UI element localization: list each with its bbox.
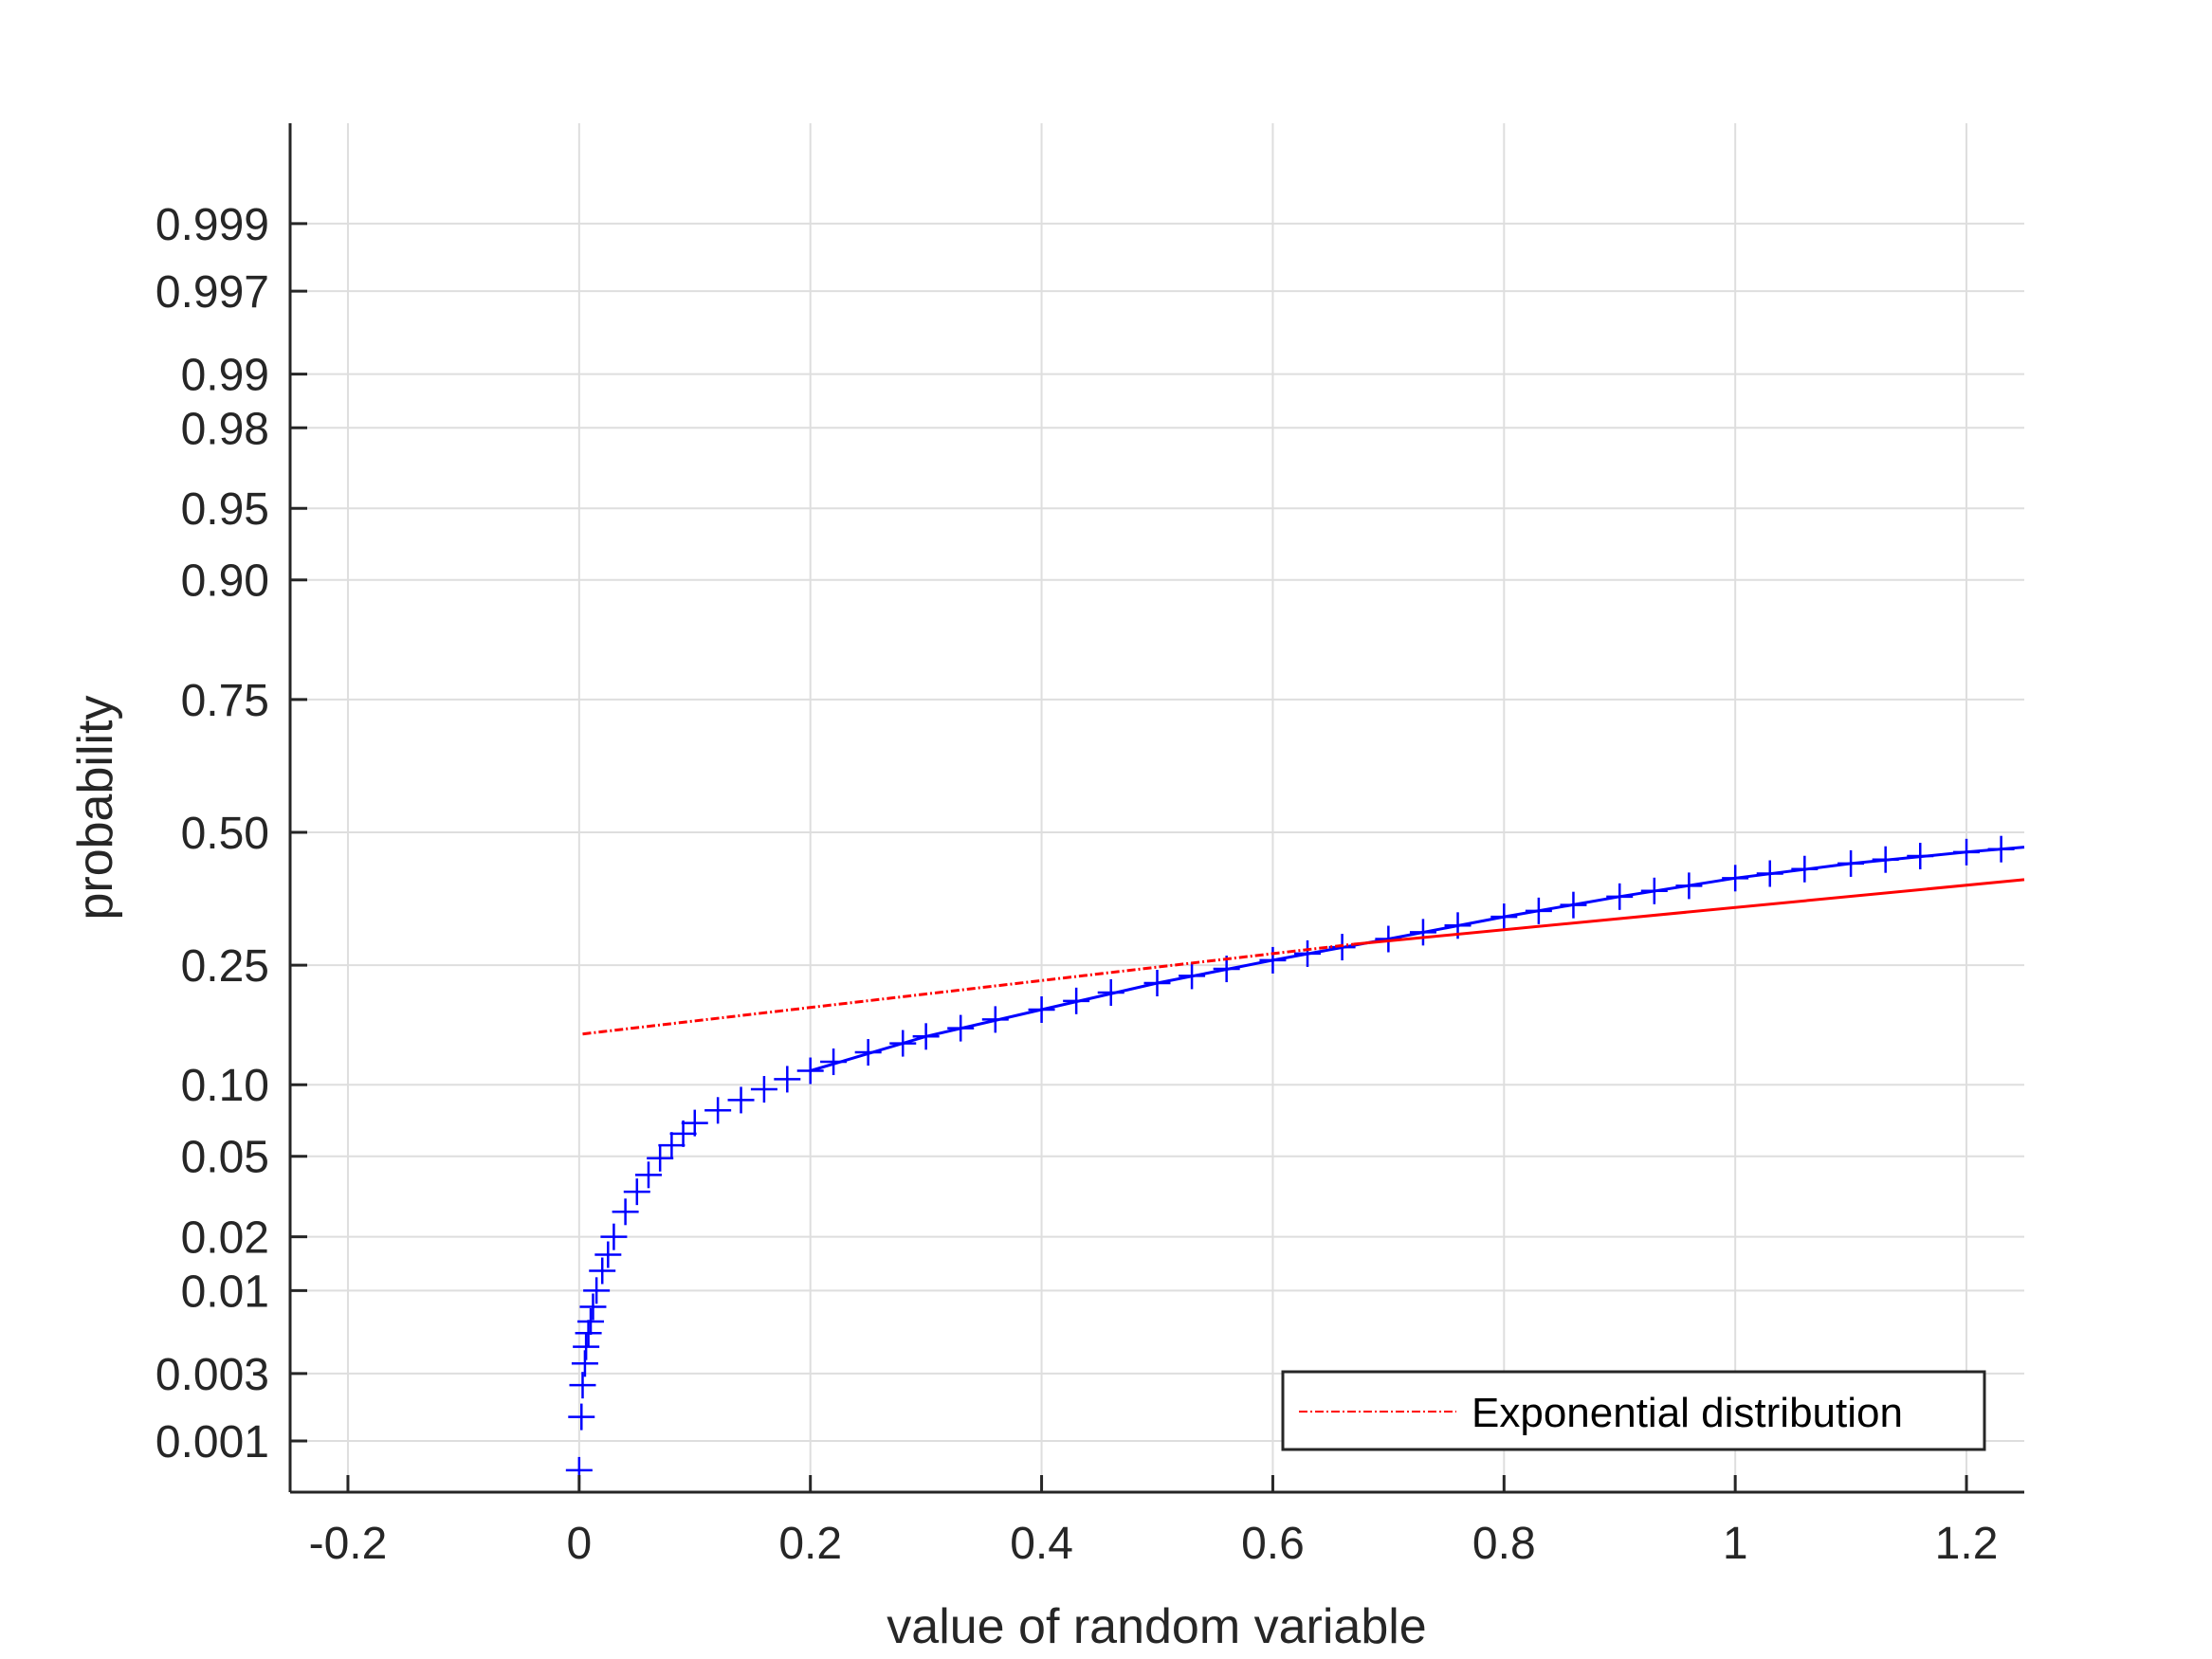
x-tick-label: 0.4	[1010, 1519, 1073, 1569]
y-tick-label: 0.05	[181, 1133, 269, 1183]
y-tick-label: 0.02	[181, 1213, 269, 1264]
y-tick-label: 0.25	[181, 941, 269, 992]
legend: Exponential distribution	[1281, 1370, 1986, 1451]
x-tick-label: 1.2	[1935, 1519, 1999, 1569]
y-tick-label: 0.999	[155, 200, 269, 250]
grid-lines	[290, 123, 2024, 1492]
y-tick-label: 0.99	[181, 351, 269, 401]
x-tick-label: 0.6	[1241, 1519, 1305, 1569]
x-axis-label: value of random variable	[887, 1599, 1426, 1654]
y-tick-label: 0.997	[155, 267, 269, 318]
y-tick-label: 0.001	[155, 1417, 269, 1468]
x-tick-label: -0.2	[309, 1519, 388, 1569]
data-point-marker	[575, 1320, 602, 1347]
data-layer	[565, 835, 2025, 1484]
data-point-marker	[669, 1120, 697, 1147]
plot-area	[290, 123, 2024, 1492]
y-tick-label: 0.98	[181, 404, 269, 454]
data-point-marker	[577, 1308, 605, 1336]
data-point-marker	[589, 1257, 616, 1285]
y-tick-label: 0.01	[181, 1267, 269, 1317]
x-tick-label: 0.8	[1472, 1519, 1536, 1569]
data-point-marker	[704, 1097, 732, 1124]
series-line-2	[1353, 878, 2025, 946]
data-point-marker	[594, 1241, 622, 1268]
series-line-1	[810, 846, 2025, 1072]
data-point-marker	[579, 1293, 607, 1321]
legend-label: Exponential distribution	[1472, 1390, 1903, 1436]
tick-labels: -0.2 0 0.2 0.4 0.6 0.8 1 1.2 0.001 0.003 0.010.02 0…	[155, 200, 1999, 1569]
y-tick-label: 0.75	[181, 676, 269, 726]
data-point-marker	[681, 1109, 708, 1137]
y-tick-label: 0.10	[181, 1061, 269, 1111]
data-point-marker	[569, 1372, 596, 1399]
y-tick-label: 0.90	[181, 556, 269, 607]
data-point-marker	[600, 1223, 628, 1250]
data-point-marker	[796, 1057, 824, 1085]
data-point-marker	[658, 1132, 686, 1159]
data-point-marker	[573, 1333, 600, 1360]
y-axis-label: probability	[68, 695, 123, 920]
y-tick-label: 0.50	[181, 809, 269, 859]
data-point-marker	[647, 1144, 674, 1172]
data-point-marker	[623, 1178, 650, 1206]
data-point-marker	[750, 1076, 777, 1103]
x-tick-label: 0.2	[778, 1519, 842, 1569]
data-point-marker	[634, 1161, 662, 1189]
data-point-marker	[727, 1086, 755, 1114]
data-point-marker	[774, 1066, 801, 1093]
data-point-marker	[612, 1198, 639, 1226]
data-point-marker	[583, 1277, 611, 1304]
y-tick-label: 0.95	[181, 484, 269, 535]
y-tick-label: 0.003	[155, 1350, 269, 1400]
data-point-marker	[568, 1403, 595, 1431]
series-line-3	[582, 942, 1354, 1036]
x-tick-label: 1	[1723, 1519, 1748, 1569]
x-tick-label: 0	[566, 1519, 592, 1569]
